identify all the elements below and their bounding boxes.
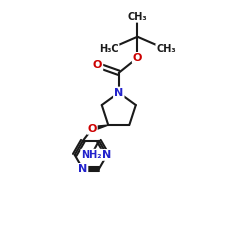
Text: O: O xyxy=(88,124,97,134)
Text: CH₃: CH₃ xyxy=(128,12,147,22)
Text: NH₂: NH₂ xyxy=(81,150,102,160)
Text: N: N xyxy=(78,164,88,174)
Text: N: N xyxy=(114,88,124,98)
Text: N: N xyxy=(102,150,112,160)
Text: CH₃: CH₃ xyxy=(156,44,176,54)
Text: O: O xyxy=(133,53,142,63)
Text: N: N xyxy=(114,88,124,98)
Text: H₃C: H₃C xyxy=(99,44,119,54)
Polygon shape xyxy=(92,125,108,131)
Text: O: O xyxy=(93,60,102,70)
